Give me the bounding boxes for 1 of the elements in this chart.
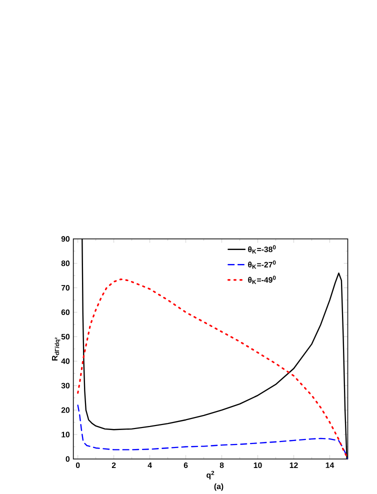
- line-series: [77, 404, 348, 459]
